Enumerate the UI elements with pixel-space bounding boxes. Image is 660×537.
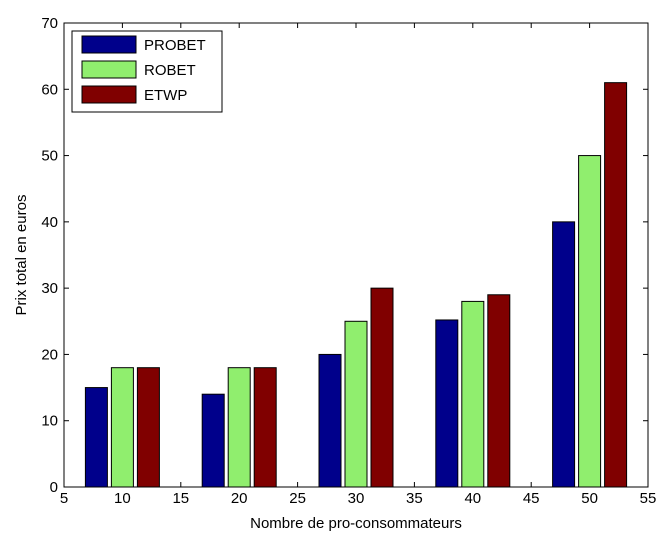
- bar-etwp-20: [253, 367, 277, 488]
- bar-etwp-30: [370, 287, 394, 488]
- x-tick-label: 35: [406, 490, 423, 507]
- legend-label-etwp: ETWP: [144, 87, 187, 104]
- y-tick-label: 0: [50, 479, 58, 496]
- y-tick-label: 20: [41, 346, 58, 363]
- y-tick-label: 40: [41, 214, 58, 231]
- bar-probet-20: [201, 393, 225, 488]
- legend-swatch-etwp: [81, 85, 137, 104]
- y-tick-label: 60: [41, 81, 58, 98]
- bar-robet-40: [461, 300, 485, 488]
- x-tick-label: 40: [464, 490, 481, 507]
- x-tick-label: 15: [172, 490, 189, 507]
- y-tick-label: 10: [41, 413, 58, 430]
- x-tick-label: 30: [348, 490, 365, 507]
- bar-robet-10: [110, 367, 134, 488]
- x-tick-label: 25: [289, 490, 306, 507]
- bar-probet-40: [435, 319, 459, 488]
- bar-probet-10: [84, 387, 108, 488]
- bar-etwp-40: [487, 294, 511, 488]
- x-tick-label: 5: [60, 490, 68, 507]
- y-tick-label: 30: [41, 280, 58, 297]
- y-tick-label: 50: [41, 148, 58, 165]
- x-tick-label: 55: [640, 490, 657, 507]
- bar-robet-50: [578, 155, 602, 488]
- bar-etwp-50: [604, 82, 628, 488]
- bar-probet-50: [552, 221, 576, 488]
- legend-swatch-probet: [81, 35, 137, 54]
- legend-swatch-robet: [81, 60, 137, 79]
- bar-robet-20: [227, 367, 251, 488]
- x-tick-label: 20: [231, 490, 248, 507]
- legend-label-robet: ROBET: [144, 62, 196, 79]
- legend-label-probet: PROBET: [144, 37, 206, 54]
- y-tick-label: 70: [41, 15, 58, 32]
- bar-etwp-10: [136, 367, 160, 488]
- bar-probet-30: [318, 353, 342, 488]
- bar-robet-30: [344, 320, 368, 488]
- x-tick-label: 50: [581, 490, 598, 507]
- y-axis-title: Prix total en euros: [13, 195, 30, 316]
- x-tick-label: 45: [523, 490, 540, 507]
- x-tick-label: 10: [114, 490, 131, 507]
- x-axis-title: Nombre de pro-consommateurs: [250, 515, 462, 532]
